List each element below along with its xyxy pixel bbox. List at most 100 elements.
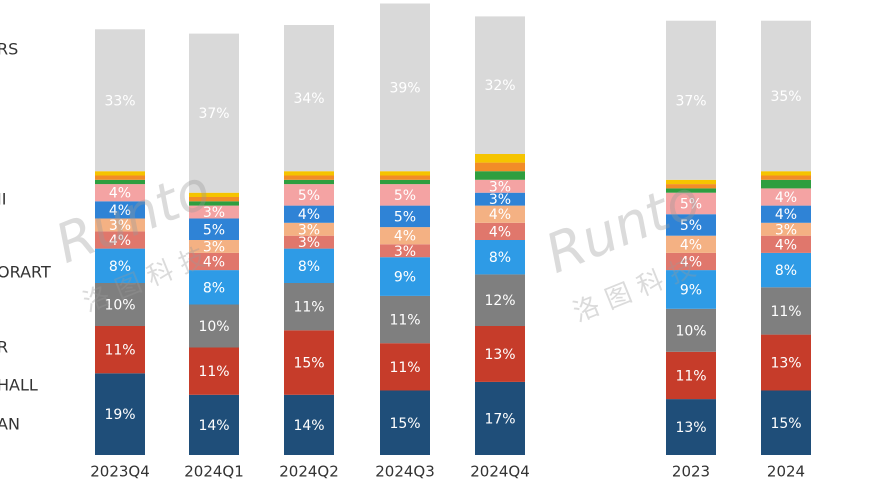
data-label: 11% xyxy=(389,313,420,329)
bar-segment xyxy=(380,179,430,185)
data-label: 11% xyxy=(770,304,801,320)
bar-segment xyxy=(475,222,525,240)
bar-segment xyxy=(95,201,145,219)
bar-segment xyxy=(189,394,239,455)
bar-segment xyxy=(95,184,145,202)
data-label: 5% xyxy=(394,209,416,225)
bar-segment xyxy=(475,381,525,455)
bar-segment xyxy=(284,248,334,283)
data-label: 19% xyxy=(104,407,135,423)
bar-segment xyxy=(761,222,811,236)
bar-segment xyxy=(761,205,811,223)
x-tick-label: 2024Q1 xyxy=(184,463,244,481)
bar-segment xyxy=(380,343,430,391)
x-tick-label: 2024Q3 xyxy=(375,463,435,481)
data-label: 8% xyxy=(775,263,797,279)
data-label: 11% xyxy=(104,343,135,359)
bar-segment xyxy=(666,20,716,180)
x-tick-label: 2023Q4 xyxy=(90,463,150,481)
data-label: 10% xyxy=(675,323,706,339)
bar-segment xyxy=(95,283,145,326)
data-label: 17% xyxy=(484,411,515,427)
data-label: 8% xyxy=(203,280,225,296)
bar-segment xyxy=(284,394,334,455)
bar-segment xyxy=(475,205,525,223)
data-label: 13% xyxy=(484,347,515,363)
bar-segment xyxy=(95,231,145,249)
data-label: 15% xyxy=(770,416,801,432)
data-label: 10% xyxy=(198,319,229,335)
bar-segment xyxy=(95,373,145,455)
bar-segment xyxy=(761,252,811,288)
data-label: 4% xyxy=(109,186,131,202)
data-label: 5% xyxy=(680,196,702,212)
bar-segment xyxy=(761,20,811,172)
bar-segment xyxy=(189,33,239,193)
data-label: 34% xyxy=(293,91,324,107)
bar-segment xyxy=(95,171,145,176)
legend-label: HALL xyxy=(0,376,38,395)
bar-segment xyxy=(761,171,811,176)
bar-segment xyxy=(284,179,334,185)
bar-segment xyxy=(761,175,811,180)
bar-segment xyxy=(284,235,334,249)
bar-segment xyxy=(475,326,525,382)
bar-segment xyxy=(380,390,430,455)
data-label: 32% xyxy=(484,78,515,94)
data-label: 3% xyxy=(298,235,320,251)
data-label: 37% xyxy=(675,93,706,109)
data-label: 5% xyxy=(298,188,320,204)
bar-segment xyxy=(95,29,145,172)
bar-segment xyxy=(666,252,716,271)
bar-segment xyxy=(380,205,430,228)
bar-segment xyxy=(761,188,811,206)
data-label: 4% xyxy=(680,237,702,253)
data-label: 37% xyxy=(198,106,229,122)
data-label: 8% xyxy=(298,259,320,275)
bar-segment xyxy=(95,326,145,374)
data-label: 15% xyxy=(293,356,324,372)
data-label: 3% xyxy=(298,222,320,238)
bar-segment xyxy=(475,192,525,206)
x-tick-label: 2024Q4 xyxy=(470,463,530,481)
data-label: 8% xyxy=(109,259,131,275)
data-label: 4% xyxy=(775,207,797,223)
data-label: 4% xyxy=(775,237,797,253)
bar-segment xyxy=(475,16,525,155)
bar-segment xyxy=(189,205,239,219)
bar-segment xyxy=(475,171,525,180)
data-label: 4% xyxy=(489,207,511,223)
legend: AN HALL R ORART JI RS xyxy=(0,40,51,434)
bar-segment xyxy=(95,179,145,185)
bar-segment xyxy=(95,218,145,232)
bar-segment xyxy=(189,347,239,395)
bar-segment xyxy=(380,227,430,245)
watermark: Runto 洛 图 科 技 Runto 洛 图 科 技 xyxy=(47,157,709,328)
x-tick-label: 2024Q2 xyxy=(279,463,339,481)
data-label: 8% xyxy=(489,250,511,266)
bar-segment xyxy=(284,330,334,395)
labels: 19%11%10%8%4%3%4%4%33%2023Q414%11%10%8%4… xyxy=(90,78,805,480)
bar-segment xyxy=(761,334,811,391)
data-label: 3% xyxy=(489,192,511,208)
bar-segment xyxy=(95,248,145,283)
bar-segment xyxy=(475,274,525,326)
data-label: 15% xyxy=(389,416,420,432)
data-label: 3% xyxy=(489,179,511,195)
bar-segment xyxy=(284,222,334,236)
bar-segment xyxy=(189,192,239,197)
data-label: 12% xyxy=(484,293,515,309)
bar-segment xyxy=(666,184,716,189)
bar-segment xyxy=(475,162,525,172)
bar-segment xyxy=(189,197,239,202)
bar-segment xyxy=(189,240,239,253)
bar-segment xyxy=(761,179,811,189)
bar-segment xyxy=(475,179,525,193)
data-label: 11% xyxy=(198,364,229,380)
data-label: 33% xyxy=(104,93,135,109)
bar-segment xyxy=(761,287,811,335)
bar-segment xyxy=(380,257,430,296)
data-label: 4% xyxy=(109,233,131,249)
data-label: 4% xyxy=(775,190,797,206)
